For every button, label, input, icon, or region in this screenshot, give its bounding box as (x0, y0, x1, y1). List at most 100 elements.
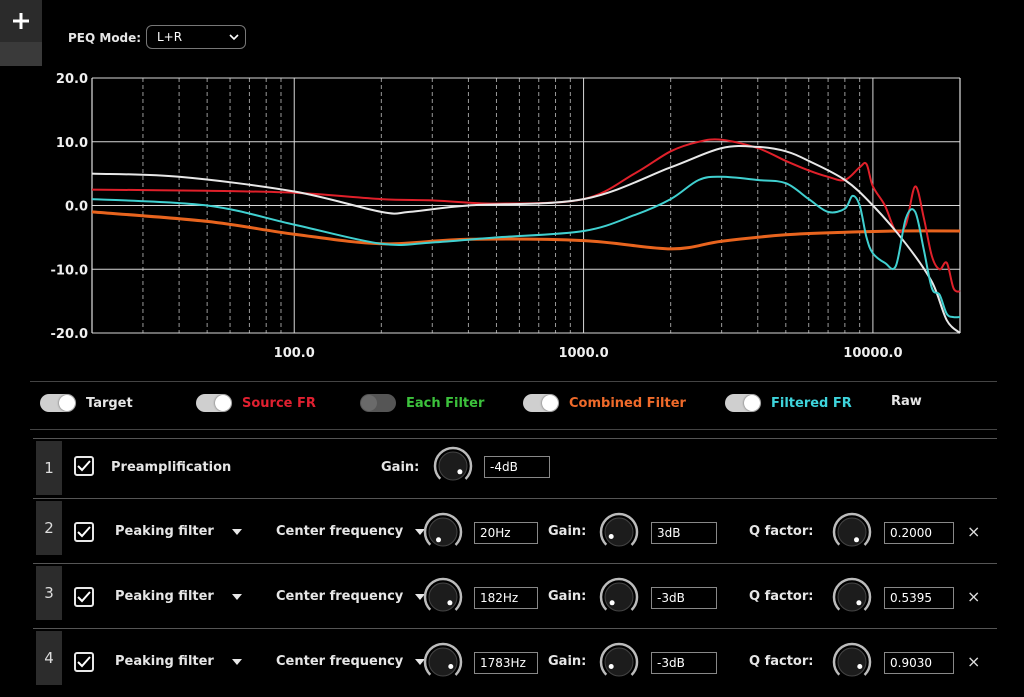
frequency-knob[interactable] (423, 577, 463, 617)
frequency-knob[interactable] (423, 642, 463, 682)
remove-filter-button[interactable]: × (967, 587, 981, 606)
frequency-label: Center frequency (276, 654, 404, 669)
check-icon (77, 656, 91, 668)
frequency-knob[interactable] (423, 512, 463, 552)
filter-enable-checkbox[interactable] (74, 652, 94, 672)
frequency-mode-select[interactable]: Center frequency (276, 654, 426, 669)
legend-label-combined-filter: Combined Filter (569, 395, 686, 411)
filter-type-select[interactable]: Peaking filter (115, 654, 242, 669)
q-factor-knob[interactable] (832, 512, 872, 552)
x-tick-label: 100.0 (274, 346, 315, 361)
knob-dial-icon (599, 642, 639, 682)
target-toggle[interactable] (40, 394, 76, 412)
check-icon (77, 591, 91, 603)
y-tick-label: -10.0 (51, 263, 88, 278)
preamp-gain-knob[interactable] (433, 446, 473, 486)
gain-input[interactable] (651, 522, 717, 544)
q-factor-knob[interactable] (832, 642, 872, 682)
check-icon (77, 460, 91, 472)
frequency-input[interactable] (474, 652, 538, 674)
legend-label-each-filter: Each Filter (406, 395, 485, 411)
toolbar-strip (0, 42, 42, 66)
source-fr-toggle[interactable] (196, 394, 232, 412)
preamp-gain-label: Gain: (381, 460, 420, 475)
q-factor-input[interactable] (884, 587, 954, 609)
q-factor-input[interactable] (884, 522, 954, 544)
knob-dial-icon (832, 577, 872, 617)
knob-dial-icon (832, 642, 872, 682)
caret-down-icon (415, 593, 426, 600)
filter-type-select[interactable]: Peaking filter (115, 589, 242, 604)
legend-label-source-fr: Source FR (242, 395, 316, 411)
gain-knob[interactable] (599, 642, 639, 682)
y-tick-label: 20.0 (56, 72, 88, 87)
series-line-target (91, 145, 961, 334)
legend-label-filtered-fr: Filtered FR (771, 395, 852, 411)
knob-dial-icon (599, 512, 639, 552)
plus-icon (13, 13, 29, 29)
filtered-fr-toggle[interactable] (725, 394, 761, 412)
x-axis-ticks: 100.0 1000.0 10000.0 (274, 346, 903, 361)
filter-enable-checkbox[interactable] (74, 587, 94, 607)
remove-filter-button[interactable]: × (967, 652, 981, 671)
knob-dial-icon (423, 577, 463, 617)
knob-dial-icon (832, 512, 872, 552)
knob-dial-icon (423, 642, 463, 682)
remove-filter-button[interactable]: × (967, 522, 981, 541)
q-factor-knob[interactable] (832, 577, 872, 617)
caret-down-icon (231, 593, 242, 600)
q-factor-input[interactable] (884, 652, 954, 674)
series-line-source-fr (91, 138, 961, 293)
preamp-gain-input[interactable] (484, 456, 550, 478)
y-tick-label: 10.0 (56, 136, 88, 151)
row-number: 1 (36, 441, 62, 495)
filter-enable-checkbox[interactable] (74, 522, 94, 542)
peq-mode-label: PEQ Mode: (68, 31, 142, 45)
x-tick-label: 10000.0 (843, 346, 902, 361)
legend-item-combined-filter[interactable]: Combined Filter (523, 394, 686, 412)
y-tick-label: 0.0 (65, 200, 88, 215)
each-filter-toggle[interactable] (360, 394, 396, 412)
q-factor-label: Q factor: (749, 589, 814, 604)
preamp-checkbox[interactable] (74, 456, 94, 476)
knob-dial-icon (433, 446, 473, 486)
frequency-mode-select[interactable]: Center frequency (276, 524, 426, 539)
q-factor-label: Q factor: (749, 654, 814, 669)
frequency-input[interactable] (474, 587, 538, 609)
legend-item-source-fr[interactable]: Source FR (196, 394, 316, 412)
frequency-input[interactable] (474, 522, 538, 544)
y-axis-ticks: 20.0 10.0 0.0 -10.0 -20.0 (51, 72, 88, 342)
legend-item-raw[interactable]: Raw (891, 394, 922, 409)
filter-type-select[interactable]: Peaking filter (115, 524, 242, 539)
gain-input[interactable] (651, 652, 717, 674)
combined-filter-toggle[interactable] (523, 394, 559, 412)
knob-dial-icon (423, 512, 463, 552)
filter-type-label: Peaking filter (115, 589, 214, 604)
gain-knob[interactable] (599, 512, 639, 552)
add-filter-button[interactable] (0, 0, 42, 42)
peq-mode-select[interactable]: L+R (146, 25, 246, 49)
frequency-mode-select[interactable]: Center frequency (276, 589, 426, 604)
legend-item-filtered-fr[interactable]: Filtered FR (725, 394, 852, 412)
preamp-label: Preamplification (111, 460, 232, 475)
caret-down-icon (415, 528, 426, 535)
legend-item-target[interactable]: Target (40, 394, 133, 412)
filter-row (33, 563, 997, 622)
divider (30, 429, 997, 430)
row-number: 2 (36, 501, 62, 555)
gain-label: Gain: (548, 654, 587, 669)
gain-input[interactable] (651, 587, 717, 609)
gain-knob[interactable] (599, 577, 639, 617)
peq-mode-value: L+R (157, 30, 183, 44)
chart-grid (91, 77, 961, 334)
series-line-filtered-fr (91, 175, 961, 319)
q-factor-label: Q factor: (749, 524, 814, 539)
legend-label-target: Target (86, 395, 133, 411)
frequency-label: Center frequency (276, 524, 404, 539)
frequency-label: Center frequency (276, 589, 404, 604)
legend-item-each-filter[interactable]: Each Filter (360, 394, 484, 412)
row-number: 3 (36, 566, 62, 620)
caret-down-icon (415, 658, 426, 665)
gain-label: Gain: (548, 589, 587, 604)
divider (30, 381, 997, 382)
